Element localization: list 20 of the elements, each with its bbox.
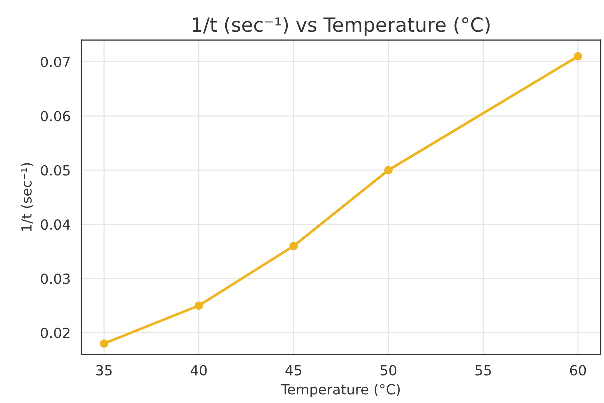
x-tick-label: 40 — [190, 365, 207, 376]
y-axis-title: 1/t (sec⁻¹) — [21, 163, 34, 232]
point — [194, 302, 204, 310]
y-tick-label: 0.03 — [41, 274, 70, 284]
point — [290, 242, 298, 250]
chart-title: 1/t (sec⁻¹) vs Temperature (°C) — [193, 17, 490, 36]
y-tick-label: 0.06 — [41, 111, 70, 122]
point — [100, 340, 108, 348]
x-tick-label: 55 — [476, 365, 492, 376]
x-tick-label: 50 — [380, 365, 397, 376]
y-tick-label: 0.07 — [41, 56, 70, 68]
x-tick-label: 35 — [96, 365, 112, 376]
x-axis-title: Temperature (°C) — [281, 384, 400, 398]
y-tick-label: 0.05 — [41, 165, 70, 176]
point — [384, 166, 393, 175]
point — [574, 52, 582, 61]
x-tick-label: 60 — [570, 365, 586, 376]
y-tick-label: 0.04 — [41, 220, 70, 230]
y-tick-label: 0.02 — [41, 328, 70, 338]
x-tick-label: 45 — [286, 365, 302, 376]
